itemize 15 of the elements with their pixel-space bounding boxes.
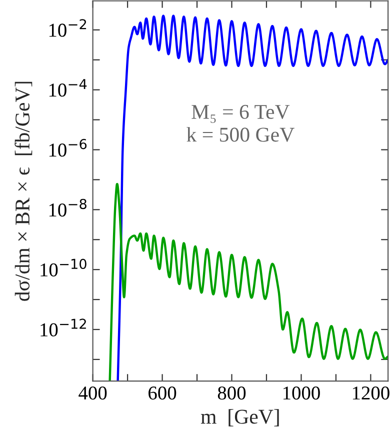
x-tick-label: 1000 bbox=[283, 386, 320, 400]
y-tick-label: 10$^{−8}$ bbox=[49, 198, 86, 217]
y-tick-label: 10$^{−2}$ bbox=[49, 19, 86, 37]
y-tick-label: 10$^{−6}$ bbox=[49, 138, 87, 157]
y-tick-label: 10$^{−12}$ bbox=[40, 318, 86, 336]
x-tick-label: 1200 bbox=[352, 386, 390, 400]
x-tick-label: 800 bbox=[218, 386, 246, 400]
y-axis-title: dσ/dm × BR × ϵ [fb/GeV] bbox=[14, 82, 32, 301]
x-tick-label: 600 bbox=[148, 386, 176, 400]
x-tick-label: 400 bbox=[78, 386, 107, 400]
y-tick-label: 10$^{−4}$ bbox=[49, 79, 87, 97]
y-tick-label: 10$^{−10}$ bbox=[40, 258, 86, 276]
annotation: M₅ = 6 TeV bbox=[192, 104, 290, 123]
annotation: k = 500 GeV bbox=[186, 127, 294, 142]
x-axis-title: m [GeV] bbox=[200, 409, 279, 426]
